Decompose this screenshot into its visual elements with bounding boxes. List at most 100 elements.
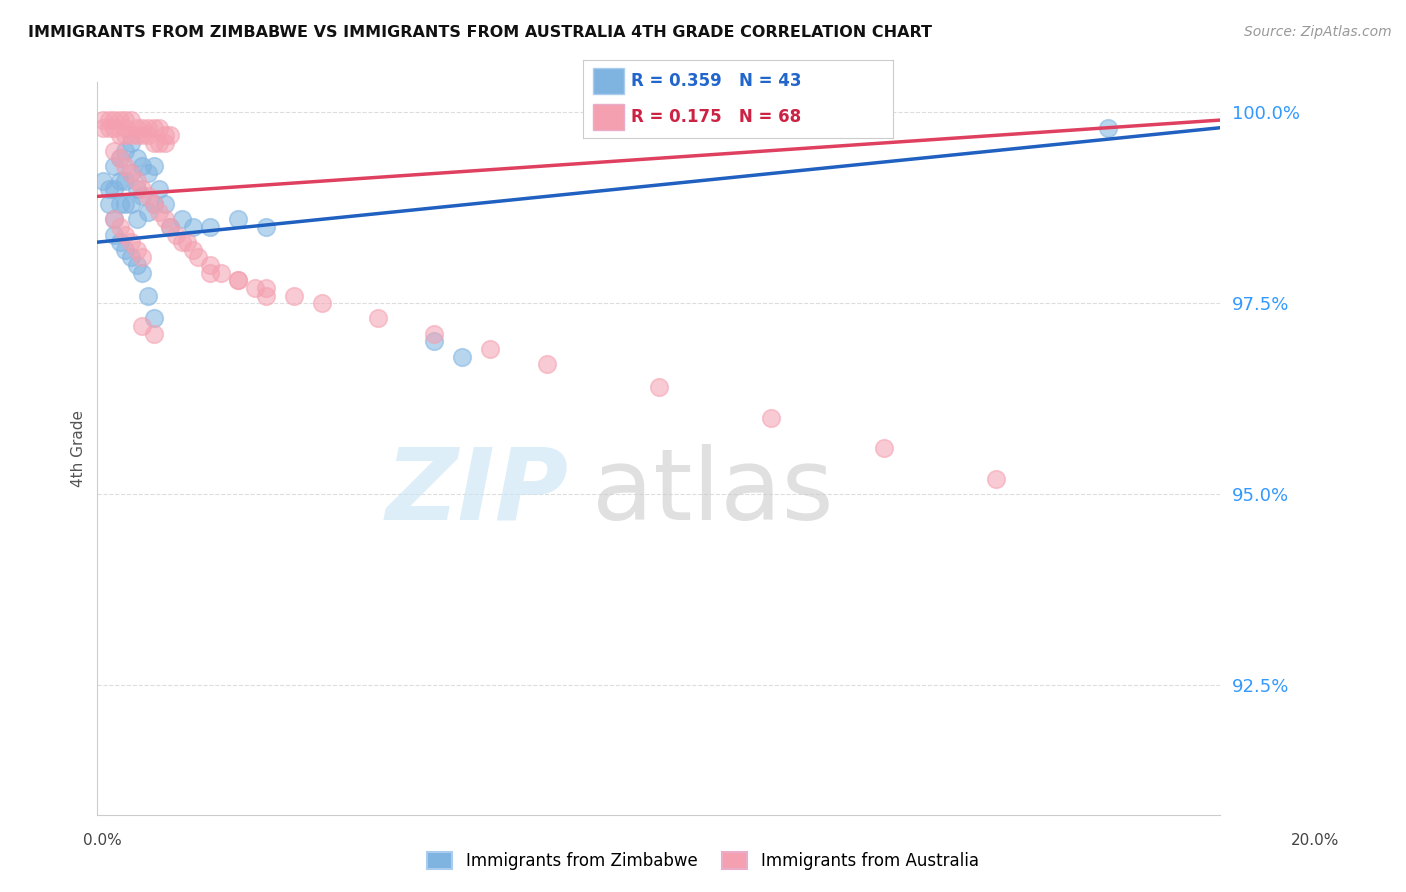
- Point: [243, 281, 266, 295]
- FancyBboxPatch shape: [593, 68, 624, 95]
- Point: [176, 235, 198, 249]
- Point: [108, 219, 131, 234]
- Point: [120, 166, 142, 180]
- Point: [120, 235, 142, 249]
- Point: [423, 326, 446, 341]
- Point: [125, 258, 148, 272]
- Point: [131, 128, 153, 143]
- Point: [120, 136, 142, 150]
- Point: [423, 334, 446, 349]
- Point: [125, 151, 148, 165]
- Point: [103, 212, 125, 227]
- Point: [136, 288, 159, 302]
- Point: [136, 189, 159, 203]
- Point: [148, 204, 170, 219]
- Point: [872, 442, 894, 456]
- Point: [536, 357, 558, 371]
- Point: [91, 174, 114, 188]
- Point: [984, 472, 1007, 486]
- Point: [103, 144, 125, 158]
- Text: R = 0.359   N = 43: R = 0.359 N = 43: [631, 72, 801, 90]
- Point: [136, 204, 159, 219]
- Point: [97, 120, 120, 135]
- Point: [761, 410, 783, 425]
- Point: [120, 113, 142, 128]
- Point: [125, 120, 148, 135]
- Point: [114, 174, 136, 188]
- Point: [648, 380, 671, 394]
- Point: [170, 235, 193, 249]
- Point: [108, 235, 131, 249]
- Point: [120, 128, 142, 143]
- Point: [187, 251, 209, 265]
- Point: [142, 311, 165, 326]
- Point: [153, 128, 176, 143]
- Text: ZIP: ZIP: [387, 443, 569, 541]
- Point: [148, 136, 170, 150]
- Point: [1097, 120, 1119, 135]
- Point: [254, 219, 277, 234]
- Y-axis label: 4th Grade: 4th Grade: [72, 409, 86, 487]
- Point: [165, 227, 187, 242]
- Point: [131, 189, 153, 203]
- Point: [159, 219, 181, 234]
- Point: [209, 266, 232, 280]
- Point: [108, 151, 131, 165]
- Point: [136, 166, 159, 180]
- Point: [103, 159, 125, 173]
- Point: [159, 128, 181, 143]
- Point: [131, 182, 153, 196]
- Point: [136, 120, 159, 135]
- Point: [131, 266, 153, 280]
- Point: [142, 197, 165, 211]
- Point: [125, 174, 148, 188]
- Point: [170, 212, 193, 227]
- Point: [226, 212, 249, 227]
- Text: 0.0%: 0.0%: [83, 833, 122, 847]
- Point: [142, 159, 165, 173]
- Point: [125, 182, 148, 196]
- Text: atlas: atlas: [592, 443, 834, 541]
- Point: [103, 182, 125, 196]
- Point: [367, 311, 389, 326]
- Point: [153, 197, 176, 211]
- Point: [131, 319, 153, 334]
- Text: IMMIGRANTS FROM ZIMBABWE VS IMMIGRANTS FROM AUSTRALIA 4TH GRADE CORRELATION CHAR: IMMIGRANTS FROM ZIMBABWE VS IMMIGRANTS F…: [28, 25, 932, 40]
- Point: [108, 174, 131, 188]
- Point: [226, 273, 249, 287]
- Point: [103, 212, 125, 227]
- Point: [97, 197, 120, 211]
- Point: [131, 159, 153, 173]
- Point: [131, 251, 153, 265]
- Point: [148, 120, 170, 135]
- Point: [153, 136, 176, 150]
- Point: [226, 273, 249, 287]
- Point: [131, 120, 153, 135]
- Point: [148, 182, 170, 196]
- Point: [125, 212, 148, 227]
- Point: [97, 113, 120, 128]
- Point: [254, 288, 277, 302]
- Point: [142, 120, 165, 135]
- Point: [114, 128, 136, 143]
- Point: [451, 350, 474, 364]
- Point: [108, 197, 131, 211]
- Point: [142, 326, 165, 341]
- FancyBboxPatch shape: [593, 103, 624, 130]
- Point: [91, 120, 114, 135]
- Point: [114, 144, 136, 158]
- Point: [108, 128, 131, 143]
- Point: [181, 243, 204, 257]
- Point: [114, 197, 136, 211]
- Point: [103, 120, 125, 135]
- Point: [97, 182, 120, 196]
- Point: [254, 281, 277, 295]
- Point: [479, 342, 502, 356]
- Point: [311, 296, 333, 310]
- Point: [153, 212, 176, 227]
- Text: R = 0.175   N = 68: R = 0.175 N = 68: [631, 108, 801, 126]
- Point: [91, 113, 114, 128]
- Point: [198, 258, 221, 272]
- Point: [114, 243, 136, 257]
- Point: [103, 113, 125, 128]
